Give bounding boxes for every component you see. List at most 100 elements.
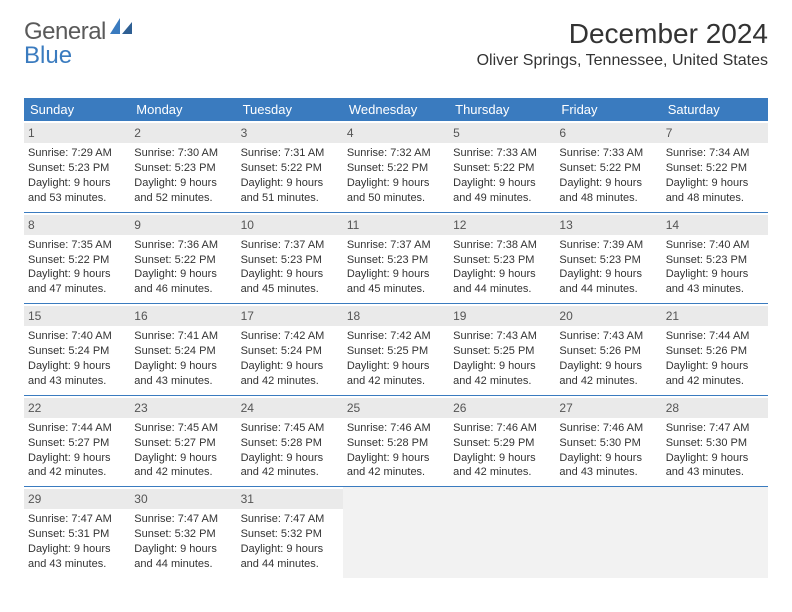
sunrise-text: Sunrise: 7:40 AM bbox=[28, 329, 126, 344]
day-cell: 13Sunrise: 7:39 AMSunset: 5:23 PMDayligh… bbox=[555, 213, 661, 304]
day-cell: 9Sunrise: 7:36 AMSunset: 5:22 PMDaylight… bbox=[130, 213, 236, 304]
sunset-text: Sunset: 5:24 PM bbox=[28, 344, 126, 359]
day-number: 1 bbox=[24, 123, 130, 143]
weeks-container: 1Sunrise: 7:29 AMSunset: 5:23 PMDaylight… bbox=[24, 121, 768, 578]
week-row: 29Sunrise: 7:47 AMSunset: 5:31 PMDayligh… bbox=[24, 487, 768, 578]
daylight-text: Daylight: 9 hours and 42 minutes. bbox=[453, 451, 551, 481]
day-number: 7 bbox=[662, 123, 768, 143]
sunrise-text: Sunrise: 7:46 AM bbox=[347, 421, 445, 436]
daylight-text: Daylight: 9 hours and 48 minutes. bbox=[559, 176, 657, 206]
sunrise-text: Sunrise: 7:37 AM bbox=[241, 238, 339, 253]
day-cell: 1Sunrise: 7:29 AMSunset: 5:23 PMDaylight… bbox=[24, 121, 130, 212]
day-number: 3 bbox=[237, 123, 343, 143]
daylight-text: Daylight: 9 hours and 43 minutes. bbox=[666, 267, 764, 297]
sunset-text: Sunset: 5:26 PM bbox=[666, 344, 764, 359]
day-number: 27 bbox=[555, 398, 661, 418]
day-cell-empty bbox=[449, 487, 555, 578]
day-cell: 2 Sunrise: 7:30 AMSunset: 5:23 PMDaylight… bbox=[130, 121, 236, 212]
sunrise-text: Sunrise: 7:37 AM bbox=[347, 238, 445, 253]
daylight-text: Daylight: 9 hours and 51 minutes. bbox=[241, 176, 339, 206]
day-number: 21 bbox=[662, 306, 768, 326]
day-number: 30 bbox=[130, 489, 236, 509]
day-number: 23 bbox=[130, 398, 236, 418]
day-number: 18 bbox=[343, 306, 449, 326]
week-row: 15Sunrise: 7:40 AMSunset: 5:24 PMDayligh… bbox=[24, 304, 768, 396]
sunset-text: Sunset: 5:28 PM bbox=[241, 436, 339, 451]
daylight-text: Daylight: 9 hours and 42 minutes. bbox=[347, 451, 445, 481]
daylight-text: Daylight: 9 hours and 42 minutes. bbox=[559, 359, 657, 389]
sunset-text: Sunset: 5:31 PM bbox=[28, 527, 126, 542]
logo-line2: Blue bbox=[24, 42, 72, 70]
daylight-text: Daylight: 9 hours and 42 minutes. bbox=[347, 359, 445, 389]
sail-icon bbox=[110, 15, 132, 43]
sunrise-text: Sunrise: 7:42 AM bbox=[241, 329, 339, 344]
sunset-text: Sunset: 5:22 PM bbox=[453, 161, 551, 176]
sunset-text: Sunset: 5:22 PM bbox=[134, 253, 232, 268]
day-cell: 12Sunrise: 7:38 AMSunset: 5:23 PMDayligh… bbox=[449, 213, 555, 304]
daylight-text: Daylight: 9 hours and 44 minutes. bbox=[241, 542, 339, 572]
day-cell: 20Sunrise: 7:43 AMSunset: 5:26 PMDayligh… bbox=[555, 304, 661, 395]
day-header: Monday bbox=[130, 98, 236, 121]
day-cell-empty bbox=[343, 487, 449, 578]
day-cell: 19Sunrise: 7:43 AMSunset: 5:25 PMDayligh… bbox=[449, 304, 555, 395]
sunrise-text: Sunrise: 7:30 AM bbox=[134, 146, 232, 161]
daylight-text: Daylight: 9 hours and 42 minutes. bbox=[241, 359, 339, 389]
day-cell-empty bbox=[662, 487, 768, 578]
sunrise-text: Sunrise: 7:34 AM bbox=[666, 146, 764, 161]
day-cell: 14Sunrise: 7:40 AMSunset: 5:23 PMDayligh… bbox=[662, 213, 768, 304]
day-cell: 11Sunrise: 7:37 AMSunset: 5:23 PMDayligh… bbox=[343, 213, 449, 304]
sunrise-text: Sunrise: 7:44 AM bbox=[28, 421, 126, 436]
day-number: 31 bbox=[237, 489, 343, 509]
day-number: 15 bbox=[24, 306, 130, 326]
day-cell: 17Sunrise: 7:42 AMSunset: 5:24 PMDayligh… bbox=[237, 304, 343, 395]
daylight-text: Daylight: 9 hours and 43 minutes. bbox=[28, 542, 126, 572]
day-cell: 18Sunrise: 7:42 AMSunset: 5:25 PMDayligh… bbox=[343, 304, 449, 395]
day-number: 24 bbox=[237, 398, 343, 418]
week-row: 22Sunrise: 7:44 AMSunset: 5:27 PMDayligh… bbox=[24, 396, 768, 488]
day-header: Wednesday bbox=[343, 98, 449, 121]
day-number: 8 bbox=[24, 215, 130, 235]
sunrise-text: Sunrise: 7:45 AM bbox=[241, 421, 339, 436]
sunrise-text: Sunrise: 7:36 AM bbox=[134, 238, 232, 253]
day-number: 10 bbox=[237, 215, 343, 235]
sunset-text: Sunset: 5:23 PM bbox=[28, 161, 126, 176]
day-cell: 16Sunrise: 7:41 AMSunset: 5:24 PMDayligh… bbox=[130, 304, 236, 395]
sunrise-text: Sunrise: 7:31 AM bbox=[241, 146, 339, 161]
sunrise-text: Sunrise: 7:46 AM bbox=[559, 421, 657, 436]
daylight-text: Daylight: 9 hours and 43 minutes. bbox=[134, 359, 232, 389]
day-number: 5 bbox=[449, 123, 555, 143]
sunset-text: Sunset: 5:22 PM bbox=[241, 161, 339, 176]
sunrise-text: Sunrise: 7:35 AM bbox=[28, 238, 126, 253]
daylight-text: Daylight: 9 hours and 43 minutes. bbox=[28, 359, 126, 389]
daylight-text: Daylight: 9 hours and 52 minutes. bbox=[134, 176, 232, 206]
sunrise-text: Sunrise: 7:45 AM bbox=[134, 421, 232, 436]
sunset-text: Sunset: 5:24 PM bbox=[241, 344, 339, 359]
sunset-text: Sunset: 5:23 PM bbox=[666, 253, 764, 268]
sunset-text: Sunset: 5:23 PM bbox=[453, 253, 551, 268]
daylight-text: Daylight: 9 hours and 42 minutes. bbox=[666, 359, 764, 389]
day-cell: 3 Sunrise: 7:31 AMSunset: 5:22 PMDaylight… bbox=[237, 121, 343, 212]
day-cell: 15 Sunrise: 7:40 AMSunset: 5:24 PMDayligh… bbox=[24, 304, 130, 395]
sunrise-text: Sunrise: 7:47 AM bbox=[134, 512, 232, 527]
sunset-text: Sunset: 5:27 PM bbox=[28, 436, 126, 451]
sunrise-text: Sunrise: 7:43 AM bbox=[559, 329, 657, 344]
sunset-text: Sunset: 5:23 PM bbox=[134, 161, 232, 176]
day-cell: 23Sunrise: 7:45 AMSunset: 5:27 PMDayligh… bbox=[130, 396, 236, 487]
day-header-row: SundayMondayTuesdayWednesdayThursdayFrid… bbox=[24, 98, 768, 121]
daylight-text: Daylight: 9 hours and 42 minutes. bbox=[453, 359, 551, 389]
daylight-text: Daylight: 9 hours and 44 minutes. bbox=[134, 542, 232, 572]
sunrise-text: Sunrise: 7:43 AM bbox=[453, 329, 551, 344]
week-row: 1Sunrise: 7:29 AMSunset: 5:23 PMDaylight… bbox=[24, 121, 768, 213]
day-number: 20 bbox=[555, 306, 661, 326]
day-header: Tuesday bbox=[237, 98, 343, 121]
daylight-text: Daylight: 9 hours and 49 minutes. bbox=[453, 176, 551, 206]
daylight-text: Daylight: 9 hours and 42 minutes. bbox=[134, 451, 232, 481]
sunset-text: Sunset: 5:24 PM bbox=[134, 344, 232, 359]
sunset-text: Sunset: 5:32 PM bbox=[134, 527, 232, 542]
daylight-text: Daylight: 9 hours and 42 minutes. bbox=[28, 451, 126, 481]
sunrise-text: Sunrise: 7:38 AM bbox=[453, 238, 551, 253]
daylight-text: Daylight: 9 hours and 44 minutes. bbox=[559, 267, 657, 297]
day-number: 13 bbox=[555, 215, 661, 235]
day-number: 2 bbox=[130, 123, 236, 143]
day-cell-empty bbox=[555, 487, 661, 578]
